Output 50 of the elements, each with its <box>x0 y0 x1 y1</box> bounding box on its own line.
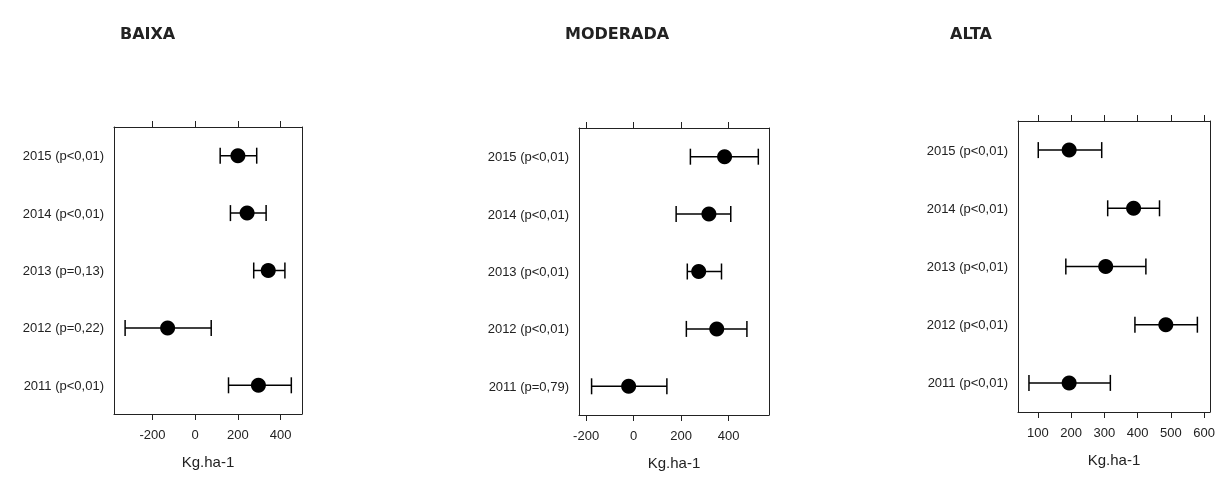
chart-title: MODERADA <box>565 23 670 43</box>
y-tick-label: 2014 (p<0,01) <box>22 205 104 221</box>
x-tick-label: 600 <box>1193 425 1215 440</box>
x-tick-label: 0 <box>191 427 199 442</box>
chart-title: ALTA <box>950 23 993 43</box>
x-tick-label: 400 <box>269 427 292 442</box>
y-tick-label: 2015 (p<0,01) <box>926 142 1008 158</box>
point <box>260 263 276 278</box>
point <box>160 320 176 336</box>
y-tick-label: 2013 (p=0,13) <box>22 263 104 278</box>
x-tick-label: -200 <box>573 428 600 443</box>
x-tick-label: 100 <box>1027 425 1049 440</box>
y-tick-label: 2012 (p=0,22) <box>22 320 104 336</box>
x-tick-label: 200 <box>1060 425 1082 440</box>
y-tick-label: 2013 (p<0,01) <box>487 264 569 279</box>
point <box>1098 259 1114 274</box>
x-tick-label: -200 <box>139 427 166 442</box>
point <box>1061 375 1077 391</box>
x-tick-label: 0 <box>630 428 638 443</box>
x-axis-title: Kg.ha-1 <box>181 453 235 470</box>
y-tick-label: 2012 (p<0,01) <box>487 321 569 337</box>
x-tick-label: 500 <box>1159 425 1182 440</box>
x-tick-label: 400 <box>717 428 740 443</box>
point <box>230 148 246 164</box>
y-tick-label: 2014 (p<0,01) <box>926 200 1008 216</box>
y-tick-label: 2014 (p<0,01) <box>487 206 569 222</box>
point <box>1126 200 1142 216</box>
y-tick-label: 2011 (p<0,01) <box>927 375 1008 391</box>
y-tick-label: 2011 (p<0,01) <box>23 377 104 393</box>
x-axis-title: Kg.ha-1 <box>647 454 701 471</box>
point <box>717 149 733 165</box>
x-tick-label: 300 <box>1093 425 1116 440</box>
x-tick-label: 200 <box>670 428 692 443</box>
point <box>709 321 725 337</box>
point <box>1061 142 1077 158</box>
chart-title: BAIXA <box>120 23 176 43</box>
x-tick-label: 400 <box>1126 425 1149 440</box>
x-axis-title: Kg.ha-1 <box>1087 451 1141 468</box>
x-tick-label: 200 <box>227 427 249 442</box>
point <box>621 378 637 394</box>
y-tick-label: 2012 (p<0,01) <box>926 317 1008 333</box>
y-tick-label: 2015 (p<0,01) <box>487 149 569 165</box>
point <box>701 206 717 222</box>
point <box>250 377 266 393</box>
y-tick-label: 2011 (p=0,79) <box>488 378 569 394</box>
y-tick-label: 2013 (p<0,01) <box>926 259 1008 274</box>
point <box>1158 317 1174 333</box>
point <box>691 264 707 279</box>
y-tick-label: 2015 (p<0,01) <box>22 148 104 164</box>
point <box>239 205 255 221</box>
